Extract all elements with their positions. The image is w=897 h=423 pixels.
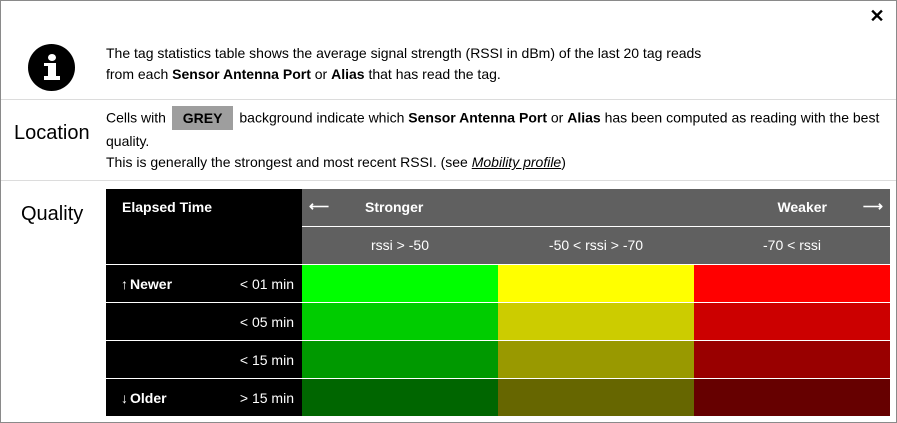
- quality-color-cell: [302, 265, 498, 302]
- quality-color-cell: [498, 379, 694, 416]
- sensor-antenna-port-term: Sensor Antenna Port: [408, 109, 547, 126]
- table-row-label: < 05 min: [106, 303, 302, 340]
- elapsed-time-value: > 15 min: [239, 390, 294, 406]
- header-divider: [302, 226, 890, 227]
- intro-line-2: from each Sensor Antenna Port or Alias t…: [106, 64, 876, 85]
- quality-color-cell: [498, 303, 694, 340]
- weaker-label: Weaker: [777, 199, 827, 215]
- row-divider: [106, 340, 890, 341]
- elapsed-time-header: Elapsed Time: [122, 199, 213, 215]
- intro-line-1: The tag statistics table shows the avera…: [106, 45, 702, 61]
- quality-color-cell: [694, 303, 890, 340]
- quality-section: Quality Elapsed Time ⟵ Stronger Weaker ⟶…: [1, 181, 896, 422]
- intro-text-part: from each: [106, 66, 173, 82]
- column-header-strong: rssi > -50: [302, 227, 498, 264]
- elapsed-time-value: < 01 min: [239, 276, 294, 292]
- row-divider: [106, 378, 890, 379]
- location-text-part: ): [561, 154, 566, 170]
- intro-text-part: that has read the tag.: [364, 66, 501, 82]
- location-text-part: background indicate which: [235, 109, 409, 126]
- alias-term: Alias: [331, 66, 365, 82]
- location-text: Cells with GREY background indicate whic…: [106, 106, 886, 173]
- location-section: Location Cells with GREY background indi…: [1, 100, 896, 181]
- strength-header: ⟵ Stronger Weaker ⟶: [302, 189, 890, 226]
- intro-text: The tag statistics table shows the avera…: [106, 43, 876, 85]
- location-paragraph-1: Cells with GREY background indicate whic…: [106, 106, 886, 152]
- quality-color-cell: [694, 379, 890, 416]
- quality-color-cell: [498, 265, 694, 302]
- row-divider: [106, 302, 890, 303]
- table-row-label: ↑ Newer < 01 min: [106, 265, 302, 302]
- arrow-right-icon: ⟶: [862, 198, 883, 214]
- location-text-part: This is generally the strongest and most…: [106, 154, 472, 170]
- column-header-medium: -50 < rssi > -70: [498, 227, 694, 264]
- arrow-up-icon: ↑: [121, 276, 128, 292]
- close-icon[interactable]: ✕: [869, 6, 885, 26]
- quality-color-cell: [694, 341, 890, 378]
- age-indicator: ↑ Newer: [121, 276, 172, 292]
- alias-term: Alias: [567, 109, 601, 126]
- table-row-label: < 15 min: [106, 341, 302, 378]
- table-row-label: ↓ Older > 15 min: [106, 379, 302, 416]
- quality-color-cell: [694, 265, 890, 302]
- age-label: Newer: [130, 276, 173, 292]
- location-text-part: or: [547, 109, 568, 126]
- elapsed-time-header-cell: Elapsed Time: [106, 189, 302, 264]
- intro-section: The tag statistics table shows the avera…: [1, 1, 896, 100]
- location-label: Location: [14, 122, 90, 144]
- header-body-divider: [106, 264, 890, 265]
- age-indicator: ↓ Older: [121, 390, 167, 406]
- intro-text-part: or: [310, 66, 332, 82]
- quality-label: Quality: [21, 203, 84, 225]
- location-text-part: Cells with: [106, 109, 170, 126]
- quality-color-cell: [302, 303, 498, 340]
- quality-legend-table: Elapsed Time ⟵ Stronger Weaker ⟶ rssi > …: [106, 189, 890, 416]
- location-paragraph-2: This is generally the strongest and most…: [106, 152, 886, 173]
- grey-chip: GREY: [171, 106, 234, 130]
- arrow-left-icon: ⟵: [309, 198, 330, 214]
- location-text-part: has been computed as reading with the be…: [106, 109, 880, 149]
- elapsed-time-value: < 05 min: [239, 314, 294, 330]
- quality-color-cell: [302, 379, 498, 416]
- column-header-weak: -70 < rssi: [694, 227, 890, 264]
- age-label: Older: [130, 390, 167, 406]
- mobility-profile-link[interactable]: Mobility profile: [471, 154, 562, 170]
- elapsed-time-value: < 15 min: [239, 352, 294, 368]
- sensor-antenna-port-term: Sensor Antenna Port: [172, 66, 311, 82]
- quality-color-cell: [302, 341, 498, 378]
- quality-color-cell: [498, 341, 694, 378]
- arrow-down-icon: ↓: [121, 390, 128, 406]
- stronger-label: Stronger: [365, 199, 424, 215]
- info-icon: [28, 44, 75, 91]
